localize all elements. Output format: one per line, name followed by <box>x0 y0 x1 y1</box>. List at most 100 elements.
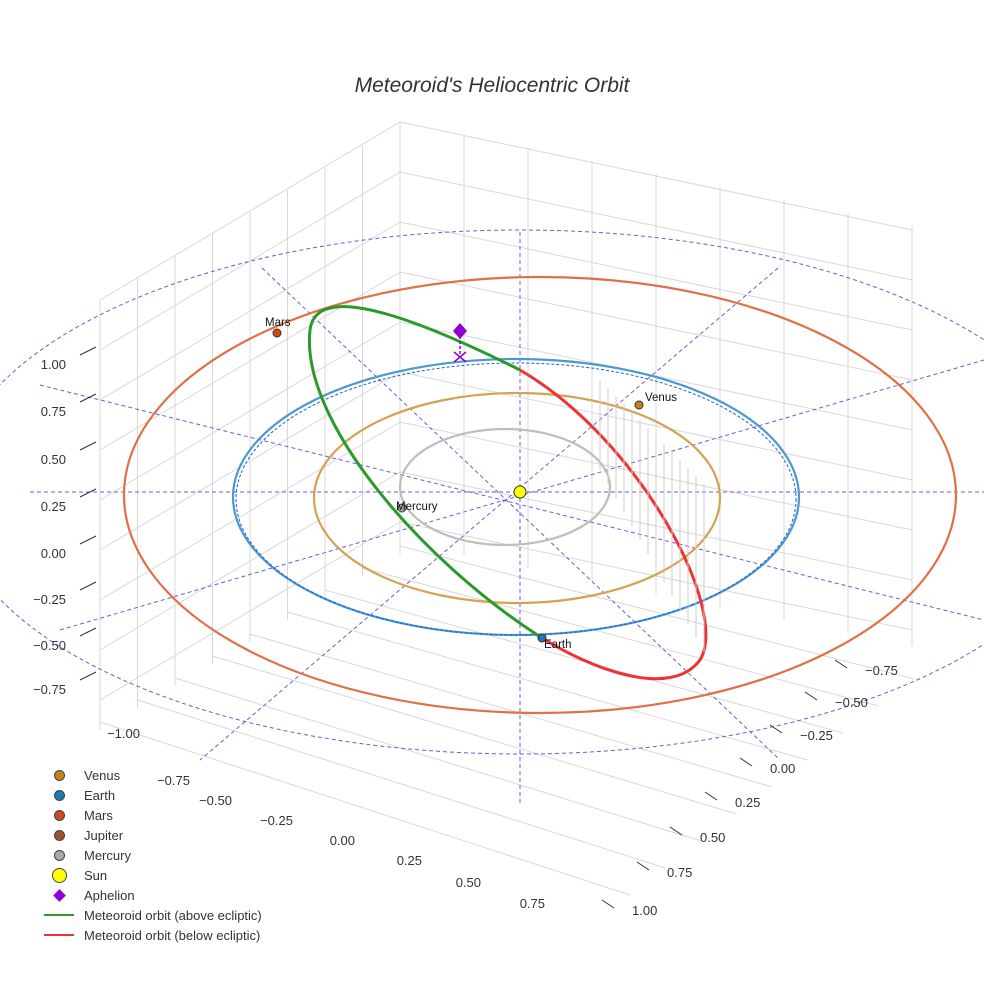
grid-line <box>249 633 773 788</box>
orbit-mars <box>122 275 958 715</box>
grid-line <box>99 721 631 896</box>
y-tick <box>739 757 753 767</box>
grid-line <box>399 121 913 231</box>
y-tick <box>704 791 718 801</box>
legend-symbol <box>34 829 84 841</box>
grid-line <box>399 545 915 680</box>
planet-label: Mars <box>265 317 291 329</box>
grid-line <box>99 121 401 301</box>
z-tick-label: 0.50 <box>41 452 66 467</box>
orbit-mercury <box>398 427 612 547</box>
legend-label: Aphelion <box>84 887 135 903</box>
meteoroid-orbit <box>307 305 708 681</box>
z-tick-label: −0.25 <box>33 592 66 607</box>
x-tick-label: 0.75 <box>520 896 545 911</box>
z-tick <box>79 535 97 545</box>
legend-symbol <box>34 769 84 781</box>
planet-label: Venus <box>645 392 677 404</box>
x-tick-label: −0.75 <box>157 773 190 788</box>
legend-symbol <box>34 914 84 916</box>
grid-line <box>399 371 913 481</box>
legend-item-jupiter[interactable]: Jupiter <box>34 825 262 845</box>
x-tick-label: 0.00 <box>330 833 355 848</box>
x-tick-label: −0.50 <box>199 793 232 808</box>
grid-line <box>399 521 913 631</box>
ecliptic-axis <box>39 384 984 621</box>
z-tick-label: 1.00 <box>41 357 66 372</box>
z-tick-label: −0.50 <box>33 638 66 653</box>
x-tick-label: −1.00 <box>107 726 140 741</box>
chart-title: Meteoroid's Heliocentric Orbit <box>354 74 630 97</box>
grid-line <box>137 699 666 869</box>
z-tick <box>79 393 97 403</box>
planet-mars <box>272 328 282 338</box>
tick-labels: 1.00 0.75 0.50 0.25 0.00 −0.25 −0.50 −0.75 −1.00… <box>33 346 898 918</box>
legend-item-earth[interactable]: Earth <box>34 785 262 805</box>
meteoroid-orbit-below <box>519 368 708 681</box>
y-tick-label: 1.00 <box>632 903 657 918</box>
y-tick-label: 0.50 <box>700 830 725 845</box>
earth-orbit-guide <box>235 362 797 636</box>
planet-orbits <box>122 275 958 715</box>
legend-item-meteoroid-0[interactable]: Meteoroid orbit (above ecliptic) <box>34 905 262 925</box>
z-tick-label: −0.75 <box>33 682 66 697</box>
ecliptic-axis <box>261 267 781 761</box>
grid-line <box>399 171 913 281</box>
z-tick-label: 0.25 <box>41 499 66 514</box>
z-tick <box>79 581 97 591</box>
grid-line <box>212 655 737 815</box>
grid-line <box>99 371 401 551</box>
legend-symbol <box>34 809 84 821</box>
z-tick <box>79 488 97 498</box>
z-tick <box>79 346 97 356</box>
z-tick <box>79 627 97 637</box>
grid-line <box>399 221 913 331</box>
planet-mercury <box>397 503 407 513</box>
grid-line <box>399 271 913 381</box>
grid-lines <box>99 121 915 896</box>
grid-line <box>99 521 401 701</box>
planet-venus <box>634 400 644 410</box>
ecliptic-axis <box>199 267 779 761</box>
y-tick <box>669 826 683 836</box>
legend-item-sun[interactable]: Sun <box>34 865 262 885</box>
grid-line <box>99 221 401 401</box>
planet-label: Earth <box>544 639 572 651</box>
planet-label: Mercury <box>396 501 438 513</box>
aphelion-projection <box>453 351 467 363</box>
legend-label: Mars <box>84 807 113 823</box>
legend-item-venus[interactable]: Venus <box>34 765 262 785</box>
y-tick-label: −0.50 <box>835 695 868 710</box>
legend-label: Earth <box>84 787 116 803</box>
legend-item-aphelion[interactable]: Aphelion <box>34 885 262 905</box>
y-tick <box>804 691 818 701</box>
legend-label: Sun <box>84 867 108 883</box>
legend-item-mars[interactable]: Mars <box>34 805 262 825</box>
legend-label: Meteoroid orbit (above ecliptic) <box>84 907 262 923</box>
planet-earth <box>537 633 547 643</box>
legend-label: Venus <box>84 767 121 783</box>
legend-item-meteoroid-1[interactable]: Meteoroid orbit (below ecliptic) <box>34 925 262 945</box>
legend-symbol <box>34 849 84 861</box>
orbit-venus <box>312 391 722 605</box>
legend-item-mercury[interactable]: Mercury <box>34 845 262 865</box>
legend-label: Mercury <box>84 847 131 863</box>
y-tick <box>834 659 848 669</box>
y-tick <box>636 861 650 871</box>
grid-line <box>174 677 702 842</box>
markers: Venus Earth Mars Mercury <box>265 317 677 651</box>
y-tick-label: −0.75 <box>865 663 898 678</box>
y-tick-label: −0.25 <box>800 728 833 743</box>
grid-line <box>99 171 401 351</box>
y-tick-label: 0.00 <box>770 761 795 776</box>
legend-symbol <box>34 934 84 936</box>
y-tick-label: 0.25 <box>735 795 760 810</box>
y-tick-label: 0.75 <box>667 865 692 880</box>
legend: Venus Earth Mars Jupiter Mercury Sun Aphelion M… <box>34 765 262 945</box>
z-tick-label: 0.75 <box>41 404 66 419</box>
sun-marker <box>513 485 527 499</box>
legend-symbol <box>34 867 84 883</box>
legend-symbol <box>34 789 84 801</box>
z-tick <box>79 671 97 681</box>
